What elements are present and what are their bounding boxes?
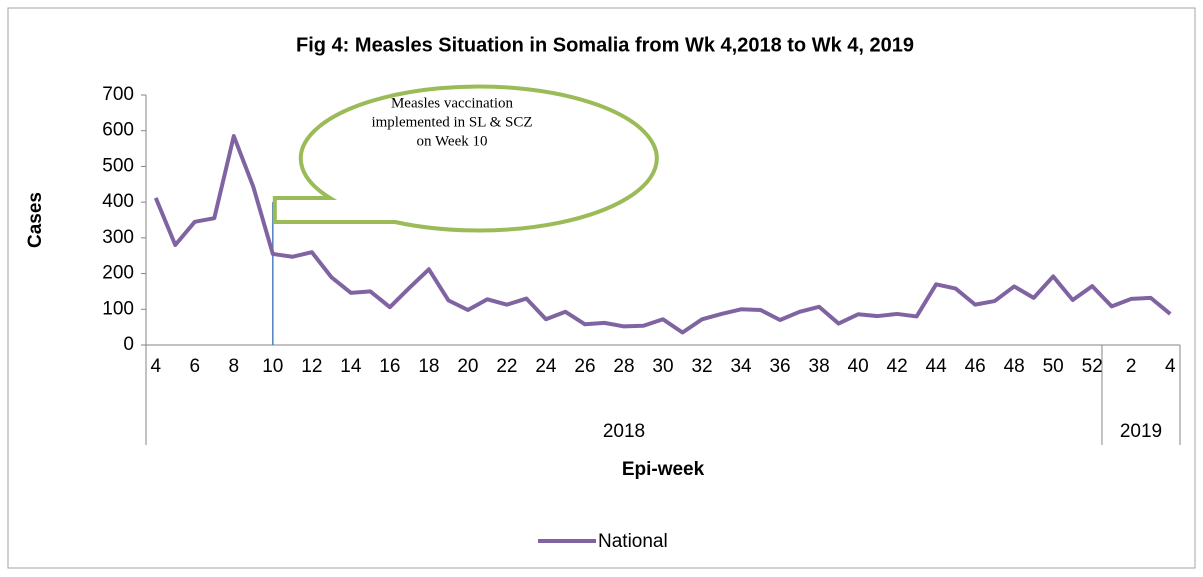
y-tick-label: 600: [102, 120, 134, 141]
x-tick-label: 38: [809, 356, 830, 377]
chart-border: [7, 7, 1196, 569]
x-tick-label: 34: [730, 356, 752, 377]
x-tick-label: 22: [496, 356, 517, 377]
y-tick-label: 700: [102, 84, 134, 105]
y-tick-label: 200: [102, 263, 134, 284]
y-tick-label: 100: [102, 298, 134, 319]
x-tick-label: 48: [1004, 356, 1025, 377]
legend-label: National: [598, 531, 668, 552]
x-tick-label: 8: [229, 356, 240, 377]
x-tick-label: 46: [965, 356, 986, 377]
x-tick-label: 4: [1165, 356, 1176, 377]
x-tick-label: 32: [691, 356, 712, 377]
x-tick-label: 10: [262, 356, 283, 377]
series-line: [153, 134, 1172, 335]
x-tick-label: 50: [1043, 356, 1064, 377]
x-tick-label: 2: [1126, 356, 1137, 377]
x-tick-label: 42: [887, 356, 908, 377]
group-label: 2018: [603, 421, 645, 442]
y-tick-label: 500: [102, 155, 134, 176]
x-tick-label: 36: [769, 356, 790, 377]
x-tick-label: 40: [848, 356, 869, 377]
x-axis-title: Epi-week: [622, 459, 705, 480]
x-tick-label: 14: [340, 356, 362, 377]
x-tick-label: 20: [457, 356, 478, 377]
chart-title: Fig 4: Measles Situation in Somalia from…: [296, 34, 914, 56]
x-tick-label: 24: [535, 356, 557, 377]
y-axis-title: Cases: [25, 192, 46, 248]
x-tick-label: 52: [1082, 356, 1103, 377]
annotation-text: on Week 10: [416, 133, 487, 149]
x-tick-label: 18: [418, 356, 439, 377]
x-tick-label: 16: [379, 356, 400, 377]
x-tick-label: 28: [613, 356, 634, 377]
annotation-text: implemented in SL & SCZ: [371, 114, 532, 130]
x-tick-label: 44: [926, 356, 948, 377]
callout: [272, 84, 659, 233]
y-tick-label: 0: [123, 334, 134, 355]
x-tick-label: 12: [301, 356, 322, 377]
x-tick-label: 4: [150, 356, 161, 377]
x-tick-label: 6: [189, 356, 200, 377]
group-label: 2019: [1120, 421, 1162, 442]
annotation-text: Measles vaccination: [391, 95, 514, 111]
y-tick-label: 400: [102, 191, 134, 212]
x-tick-label: 30: [652, 356, 673, 377]
x-tick-label: 26: [574, 356, 595, 377]
y-tick-label: 300: [102, 227, 134, 248]
